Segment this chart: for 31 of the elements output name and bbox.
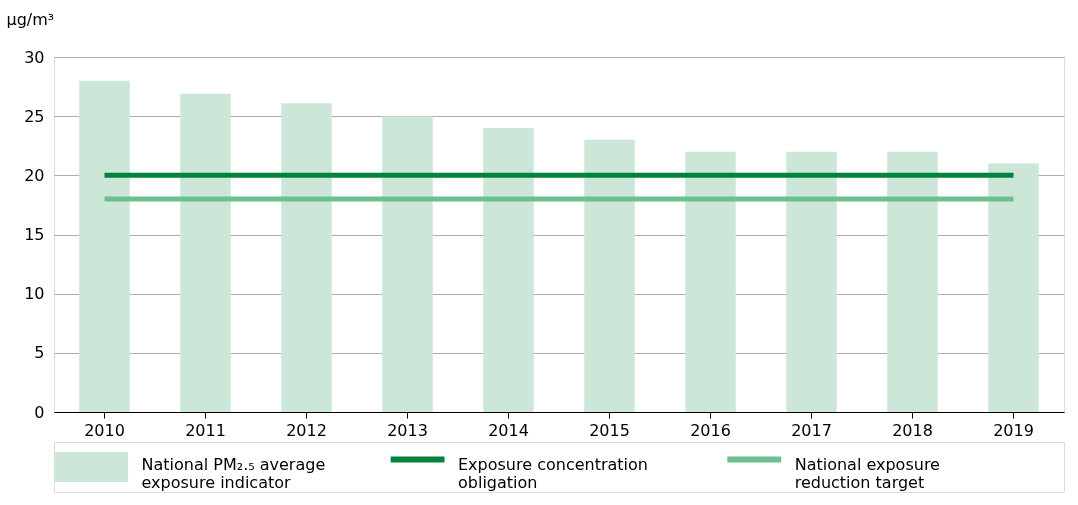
y-axis-title: µg/m³: [6, 9, 55, 29]
bar: [180, 93, 231, 412]
bar: [281, 103, 332, 412]
legend-label: Exposure concentration obligation: [458, 454, 648, 492]
bar: [382, 116, 433, 412]
bar: [483, 128, 534, 412]
y-tick-label: 25: [24, 106, 45, 126]
y-tick-label: 0: [34, 402, 45, 422]
bar: [786, 151, 837, 412]
x-tick-label: 2011: [185, 420, 226, 440]
x-tick-label: 2014: [488, 420, 529, 440]
bar: [988, 163, 1039, 412]
y-tick-label: 20: [24, 165, 45, 185]
y-tick-label: 5: [34, 343, 45, 363]
legend-label: National exposure reduction target: [794, 454, 940, 492]
y-tick-label: 10: [24, 284, 45, 304]
bar: [685, 151, 736, 412]
bar: [887, 151, 938, 412]
x-tick-label: 2017: [791, 420, 832, 440]
y-tick-label: 15: [24, 225, 45, 244]
x-tick-label: 2015: [589, 420, 630, 440]
bar: [584, 139, 635, 412]
legend-label: National PM₂.₅ average exposure indicator: [141, 454, 326, 492]
bar: [79, 80, 130, 412]
x-tick-label: 2013: [387, 420, 428, 440]
y-tick-label: 30: [24, 47, 45, 67]
x-tick-label: 2010: [84, 420, 125, 440]
x-tick-label: 2018: [892, 420, 933, 440]
x-tick-label: 2012: [286, 420, 327, 440]
x-tick-label: 2016: [690, 420, 731, 440]
x-tick-label: 2019: [993, 420, 1034, 440]
